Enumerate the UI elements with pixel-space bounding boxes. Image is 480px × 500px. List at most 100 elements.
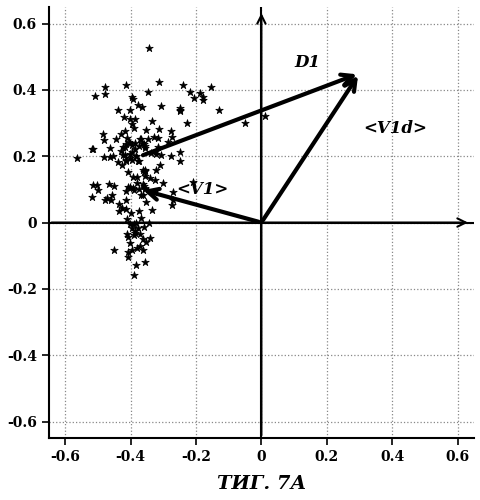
Point — [126, 184, 134, 192]
Point — [190, 94, 197, 102]
Point — [124, 233, 132, 241]
Point — [110, 182, 118, 190]
Point — [126, 106, 134, 114]
Point — [137, 214, 144, 222]
Point — [107, 196, 114, 204]
Point — [128, 156, 135, 164]
Point — [101, 90, 108, 98]
Point — [183, 118, 191, 126]
Point — [138, 103, 145, 111]
Point — [130, 124, 138, 132]
Point — [199, 96, 207, 104]
Point — [118, 161, 125, 169]
X-axis label: ΤИГ. 7А: ΤИГ. 7А — [216, 475, 305, 493]
Point — [198, 92, 206, 100]
Point — [128, 120, 135, 128]
Point — [93, 182, 100, 190]
Point — [109, 246, 117, 254]
Text: D1: D1 — [293, 54, 320, 70]
Point — [176, 106, 184, 114]
Point — [106, 154, 114, 162]
Point — [108, 191, 115, 199]
Point — [157, 102, 165, 110]
Point — [140, 186, 148, 194]
Point — [136, 230, 144, 238]
Point — [94, 186, 101, 194]
Point — [155, 125, 163, 133]
Point — [150, 188, 157, 196]
Point — [117, 146, 124, 154]
Point — [133, 101, 141, 109]
Point — [135, 136, 143, 143]
Point — [132, 220, 140, 228]
Point — [141, 166, 148, 174]
Point — [135, 185, 143, 193]
Point — [128, 142, 135, 150]
Point — [123, 214, 131, 222]
Point — [156, 150, 164, 158]
Point — [133, 174, 141, 182]
Point — [141, 172, 149, 180]
Point — [176, 104, 183, 112]
Point — [148, 117, 156, 125]
Point — [139, 246, 146, 254]
Point — [119, 144, 127, 152]
Point — [122, 81, 130, 89]
Point — [109, 152, 117, 160]
Point — [122, 157, 130, 165]
Point — [115, 207, 122, 215]
Point — [144, 135, 152, 143]
Point — [122, 196, 130, 204]
Point — [142, 198, 149, 206]
Point — [189, 178, 197, 186]
Point — [135, 157, 143, 165]
Point — [132, 152, 140, 160]
Point — [137, 139, 145, 147]
Point — [88, 144, 96, 152]
Point — [125, 138, 133, 146]
Text: <V1>: <V1> — [176, 182, 228, 198]
Point — [134, 158, 142, 166]
Point — [144, 88, 151, 96]
Point — [120, 151, 128, 159]
Point — [131, 228, 139, 236]
Point — [154, 144, 162, 152]
Point — [100, 154, 108, 162]
Point — [126, 116, 133, 124]
Point — [134, 224, 142, 232]
Point — [132, 152, 140, 160]
Point — [124, 183, 132, 191]
Point — [99, 136, 107, 144]
Point — [134, 207, 142, 215]
Point — [142, 238, 150, 246]
Point — [121, 187, 129, 195]
Point — [126, 220, 133, 228]
Point — [91, 92, 98, 100]
Point — [131, 226, 138, 234]
Point — [135, 142, 143, 150]
Point — [124, 168, 132, 176]
Point — [89, 144, 97, 152]
Point — [126, 154, 134, 162]
Point — [128, 94, 135, 102]
Point — [168, 200, 176, 208]
Point — [130, 220, 137, 228]
Point — [215, 106, 222, 114]
Point — [132, 116, 139, 124]
Point — [139, 180, 146, 188]
Point — [130, 270, 137, 278]
Point — [167, 126, 174, 134]
Point — [101, 196, 108, 203]
Point — [148, 206, 156, 214]
Point — [128, 224, 135, 232]
Point — [137, 191, 144, 199]
Point — [185, 88, 193, 96]
Point — [145, 234, 153, 242]
Point — [168, 134, 176, 141]
Point — [139, 166, 146, 174]
Point — [125, 140, 133, 147]
Point — [129, 184, 136, 192]
Point — [103, 194, 110, 202]
Point — [156, 161, 164, 169]
Point — [169, 188, 177, 196]
